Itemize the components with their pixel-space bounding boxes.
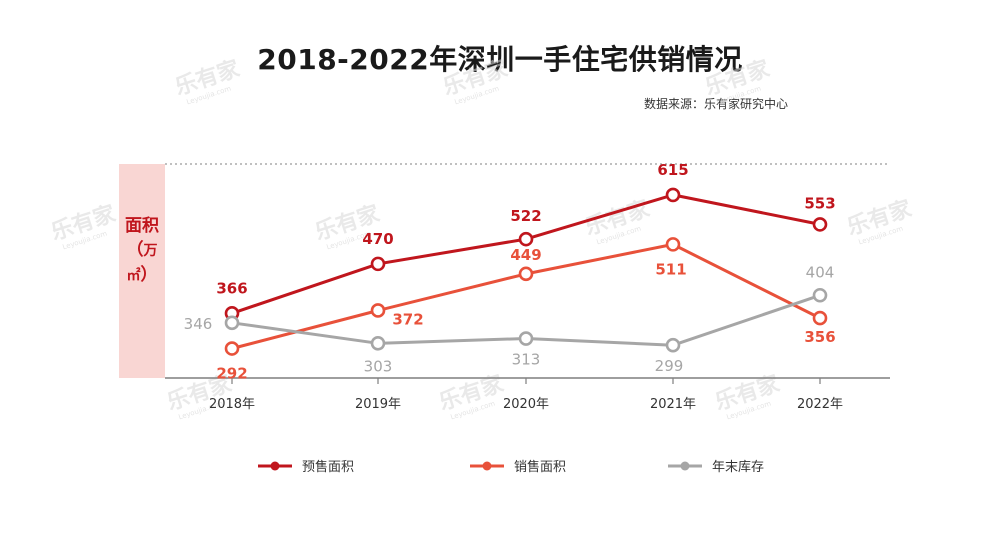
data-label: 470 [362, 230, 393, 248]
data-point [518, 231, 534, 247]
legend-label: 销售面积 [514, 459, 566, 475]
data-label: 511 [655, 260, 686, 278]
data-label: 449 [510, 246, 541, 264]
data-point [370, 256, 386, 272]
y-axis-label: 面积（万㎡） [119, 214, 165, 288]
data-label: 522 [510, 207, 541, 225]
data-point [665, 187, 681, 203]
legend-label: 年末库存 [712, 459, 764, 475]
data-point [812, 287, 828, 303]
data-label: 346 [184, 315, 213, 333]
data-label: 313 [512, 351, 541, 369]
legend-marker [482, 461, 492, 471]
data-point [370, 335, 386, 351]
x-tick-label: 2020年 [503, 397, 549, 412]
y-axis-label-box: 面积（万㎡） [119, 164, 165, 378]
data-label: 299 [655, 357, 684, 375]
data-label: 366 [216, 279, 247, 297]
legend-marker [270, 461, 280, 471]
data-point [224, 341, 240, 356]
data-label: 372 [392, 310, 423, 328]
chart-title: 2018-2022年深圳一手住宅供销情况 [257, 43, 743, 76]
data-point [665, 337, 681, 353]
data-label: 615 [657, 161, 688, 179]
data-point [812, 217, 828, 232]
data-point [518, 266, 534, 282]
data-label: 553 [804, 194, 835, 212]
data-source: 数据来源：乐有家研究中心 [643, 97, 788, 111]
x-tick-label: 2019年 [355, 397, 401, 412]
x-tick-label: 2022年 [797, 397, 843, 412]
data-label: 404 [806, 263, 835, 281]
data-point [812, 310, 828, 326]
x-tick-label: 2021年 [650, 397, 696, 412]
y-axis-label-unit: 万㎡ [126, 243, 158, 284]
data-label: 292 [216, 365, 247, 383]
data-label: 303 [364, 357, 393, 375]
legend-marker [680, 461, 690, 471]
y-axis-label-main: 面积（ [125, 216, 159, 260]
y-axis-label-close: ） [140, 265, 158, 285]
data-point [518, 331, 534, 346]
x-tick-label: 2018年 [209, 397, 255, 412]
data-point [665, 237, 681, 252]
data-point [370, 303, 386, 318]
legend-label: 预售面积 [302, 459, 354, 475]
data-point [224, 315, 240, 331]
data-label: 356 [804, 328, 835, 346]
